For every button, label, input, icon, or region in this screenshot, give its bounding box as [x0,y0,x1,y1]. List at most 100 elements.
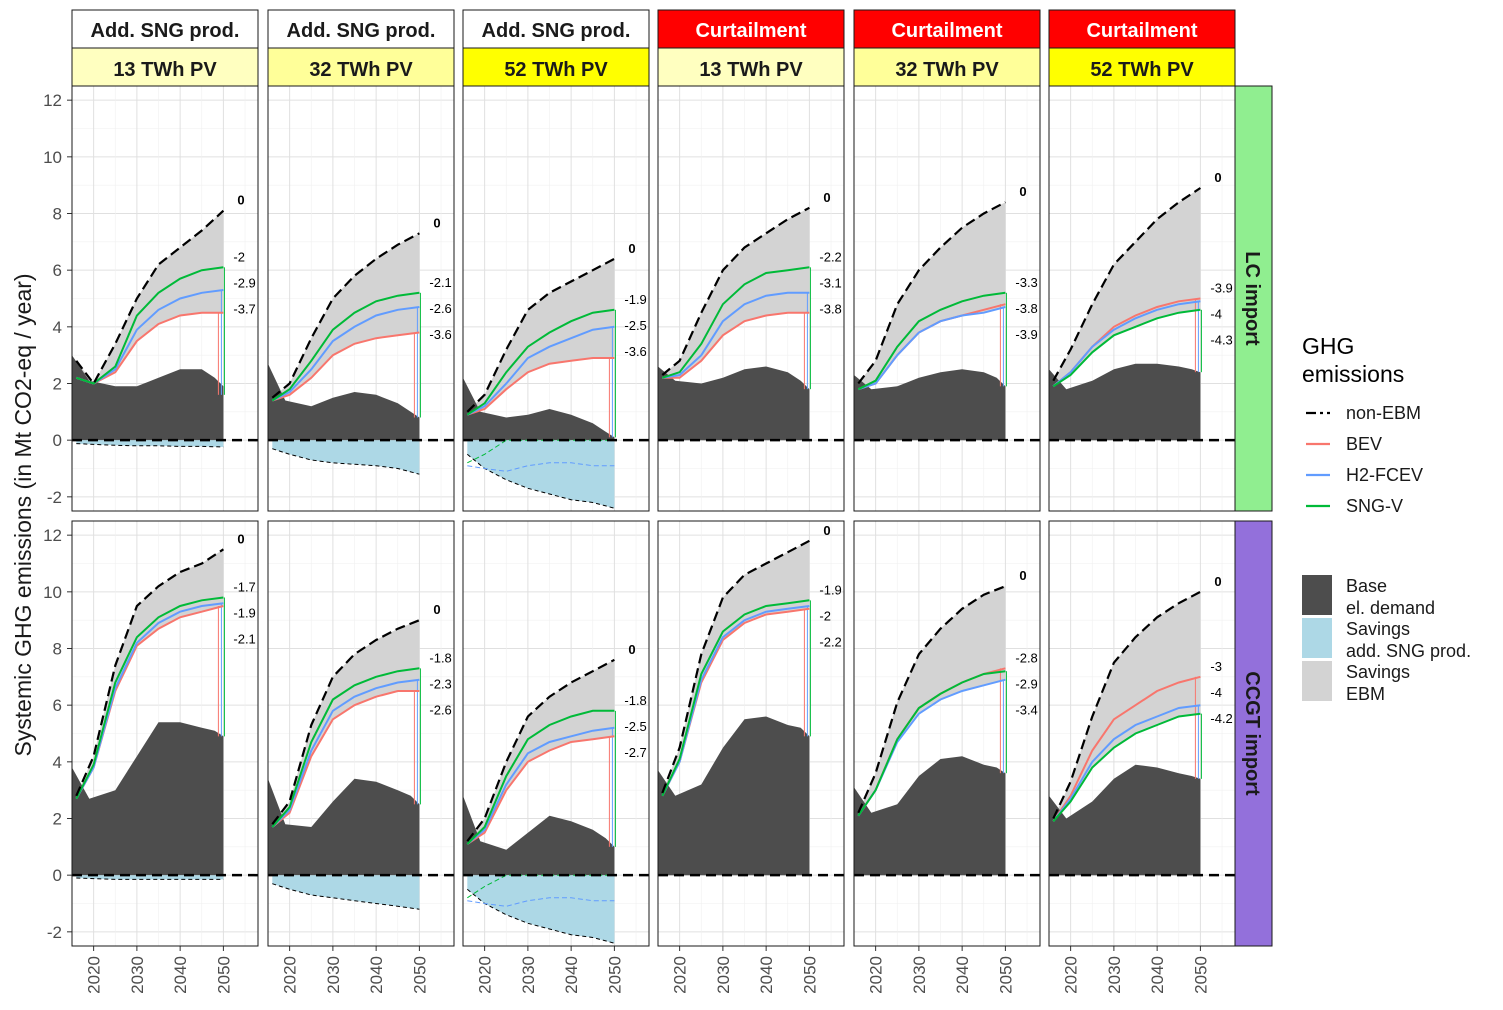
y-tick-label: -2 [47,923,62,942]
legend-title: emissions [1302,361,1404,387]
sng-savings-area [467,440,615,509]
end-label: -2.6 [429,301,451,316]
non-ebm-line [466,658,615,842]
end-label: 0 [433,602,440,617]
legend-fill-key [1302,575,1332,615]
base-demand-area [72,722,224,876]
end-label: -2.9 [233,275,255,290]
panel: 0 -3.9 -4 -4.3 [1048,85,1236,512]
legend-title: GHG [1302,333,1354,359]
x-tick-label: 2050 [410,956,429,994]
sng-savings-area [272,440,420,475]
non-ebm-line [75,209,225,386]
end-label: 0 [1214,574,1221,589]
legend-fill-label: add. SNG prod. [1346,641,1471,661]
y-tick-label: 2 [53,375,62,394]
x-tick-label: 2040 [953,956,972,994]
legend-line-label: SNG-V [1346,496,1403,516]
strategy-strip-label: Add. SNG prod. [91,20,240,42]
legend-fill-label: Base [1346,576,1387,596]
panel: 0 -1.7 -1.9 -2.1 [71,520,259,947]
panel-border [1048,85,1236,512]
row-strip-label: LC import [1241,251,1263,346]
x-tick-label: 2050 [605,956,624,994]
non-ebm-line [1052,590,1201,819]
end-label: -2.2 [819,634,841,649]
panel: 0 -2.2 -3.1 -3.8 [657,85,845,512]
row-strip [1233,85,1273,512]
y-tick-label: 12 [43,526,62,545]
end-label: -3.9 [1210,281,1232,296]
legend-fill-key [1302,661,1332,701]
plot-layer: Add. SNG prod. 13 TWh PV Add. SNG prod. 32 … [43,9,1273,994]
end-label: 0 [823,190,830,205]
non-ebm-line [466,257,615,413]
savings-dashed-line [76,443,224,448]
ebm-savings-area [272,620,420,827]
panel-border [267,520,455,947]
legend-fill-label: EBM [1346,684,1385,704]
end-label: 0 [433,215,440,230]
pv-strip [71,47,259,87]
base-demand-area [268,778,420,876]
panel: 0 -2.8 -2.9 -3.4 [853,520,1041,947]
legend-fill-label: Savings [1346,662,1410,682]
pv-strip-label: 32 TWh PV [895,59,999,81]
x-tick-label: 2020 [671,956,690,994]
h2-fcev-line [662,291,810,379]
end-label: -3 [1210,659,1222,674]
end-label: 0 [237,531,244,546]
pv-strip-label: 32 TWh PV [309,59,413,81]
y-tick-label: 6 [53,696,62,715]
y-tick-label: 0 [53,431,62,450]
strategy-strip [71,9,259,49]
x-tick-label: 2040 [562,956,581,994]
panel: 0 -1.8 -2.5 -2.7 [462,520,650,947]
ebm-savings-area [76,210,224,384]
end-label: -2.5 [624,318,646,333]
panel: 0 -2.1 -2.6 -3.6 [267,85,455,512]
base-demand-area [1049,363,1201,441]
h2-savings-dashed-line [467,897,615,907]
non-ebm-line [271,232,420,399]
x-tick-label: 2030 [1105,956,1124,994]
y-tick-label: 4 [53,753,62,772]
savings-dashed-line [272,883,420,910]
panel-border [462,85,650,512]
strategy-strip-label: Curtailment [1086,20,1197,42]
end-label: -3.7 [233,301,255,316]
pv-strip-label: 13 TWh PV [699,59,803,81]
panel-border [71,520,259,947]
legend-fill-label: el. demand [1346,598,1435,618]
ebm-savings-area [858,586,1006,816]
bev-line [271,331,420,402]
legend-fill-key [1302,618,1332,658]
panel-border [853,520,1041,947]
savings-dashed-line [76,877,224,880]
end-label: -2 [233,249,245,264]
h2-savings-dashed-line [467,462,615,472]
sng-v-line [661,599,810,797]
non-ebm-line [661,539,810,794]
end-label: -2.1 [233,632,255,647]
sng-v-line [271,667,420,828]
x-tick-label: 2030 [128,956,147,994]
strategy-strip [1048,9,1236,49]
base-demand-area [658,366,810,441]
end-label: 0 [1214,170,1221,185]
end-label: -3.9 [1015,327,1037,342]
non-ebm-line [75,548,225,797]
end-label: -3.3 [1015,275,1037,290]
panel: 0 -1.9 -2.5 -3.6 [462,85,650,512]
end-label: -1.9 [624,292,646,307]
bev-line [271,690,420,828]
end-label: -1.8 [429,650,451,665]
end-label: 0 [628,642,635,657]
sng-v-line [661,266,810,379]
non-ebm-line [857,585,1006,814]
row-strip [1233,520,1273,947]
end-label: -4.2 [1210,711,1232,726]
x-tick-label: 2050 [1191,956,1210,994]
non-ebm-line [1052,187,1202,382]
